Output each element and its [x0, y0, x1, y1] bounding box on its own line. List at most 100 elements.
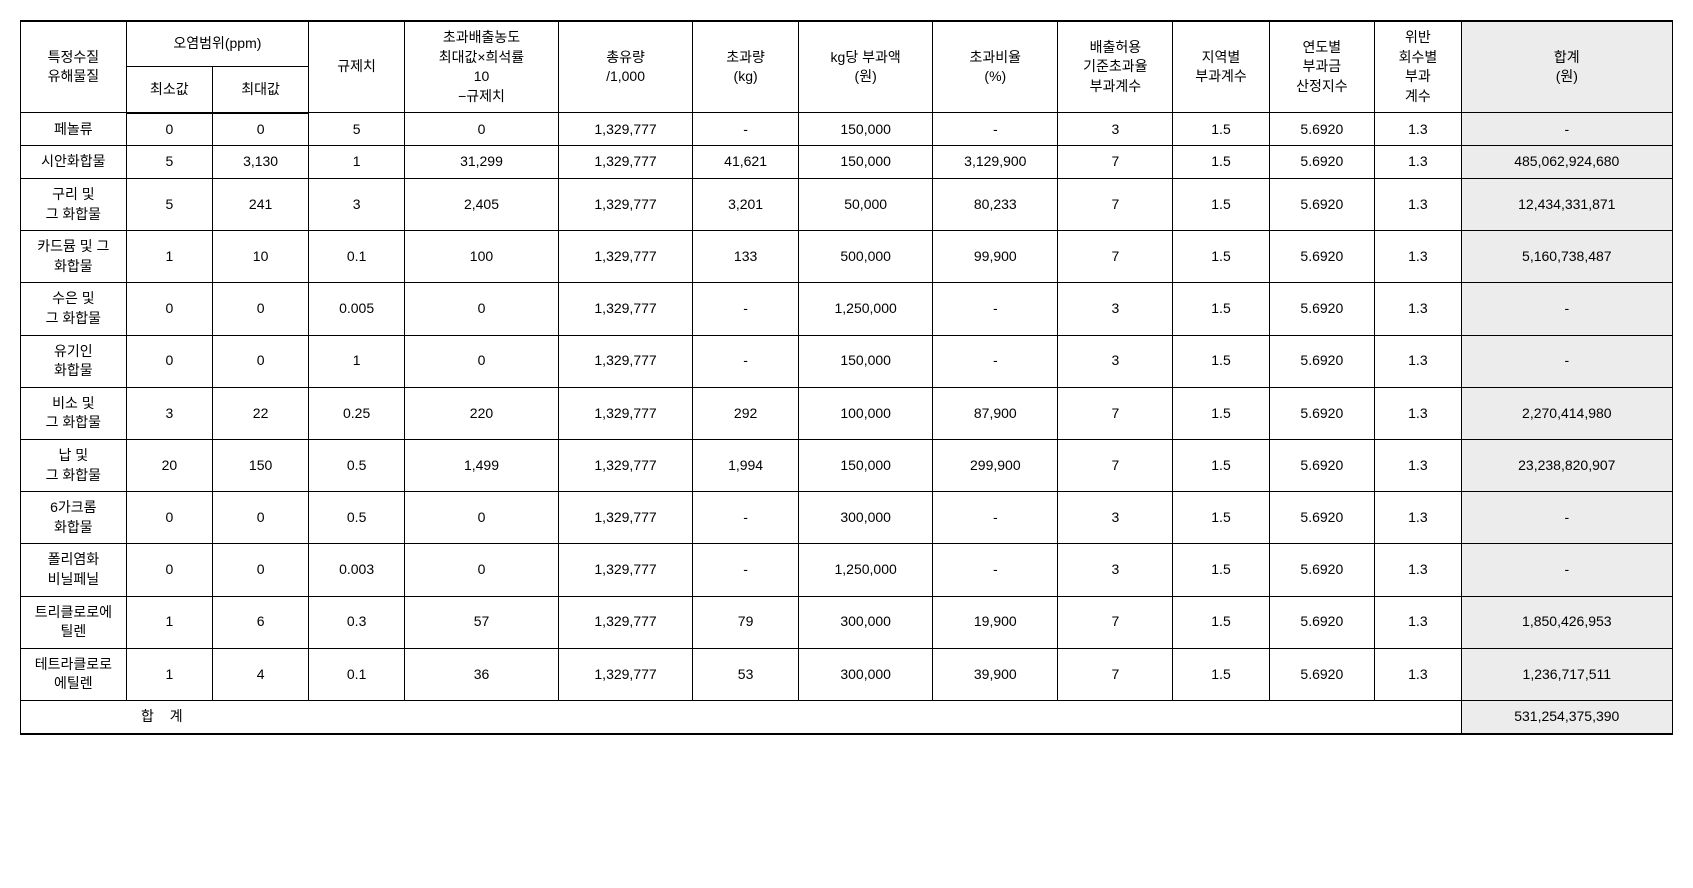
cell-year: 5.6920 [1269, 231, 1375, 283]
table-row: 테트라클로로에틸렌140.1361,329,77753300,00039,900… [21, 648, 1673, 700]
table-row: 유기인화합물00101,329,777-150,000-31.55.69201.… [21, 335, 1673, 387]
cell-total: - [1461, 283, 1672, 335]
cell-substance: 비소 및그 화합물 [21, 387, 127, 439]
cell-max: 0 [213, 283, 309, 335]
cell-region: 1.5 [1173, 113, 1269, 146]
header-per-kg: kg당 부과액(원) [798, 21, 932, 113]
footer-total-value: 531,254,375,390 [1461, 700, 1672, 733]
cell-ratio: - [933, 113, 1058, 146]
cell-over: - [693, 544, 799, 596]
cell-region: 1.5 [1173, 544, 1269, 596]
cell-flow: 1,329,777 [558, 492, 692, 544]
cell-over: 53 [693, 648, 799, 700]
cell-substance: 시안화합물 [21, 146, 127, 179]
table-row: 시안화합물53,130131,2991,329,77741,621150,000… [21, 146, 1673, 179]
cell-over: 41,621 [693, 146, 799, 179]
cell-region: 1.5 [1173, 179, 1269, 231]
table-row: 비소 및그 화합물3220.252201,329,777292100,00087… [21, 387, 1673, 439]
cell-total: 23,238,820,907 [1461, 440, 1672, 492]
cell-ratio: 80,233 [933, 179, 1058, 231]
cell-substance: 카드뮴 및 그화합물 [21, 231, 127, 283]
cell-perkg: 150,000 [798, 113, 932, 146]
cell-flow: 1,329,777 [558, 231, 692, 283]
cell-flow: 1,329,777 [558, 335, 692, 387]
cell-max: 0 [213, 113, 309, 146]
cell-min: 0 [126, 492, 212, 544]
cell-ratio: 87,900 [933, 387, 1058, 439]
cell-perkg: 100,000 [798, 387, 932, 439]
cell-year: 5.6920 [1269, 648, 1375, 700]
cell-perkg: 150,000 [798, 335, 932, 387]
cell-excess: 31,299 [405, 146, 559, 179]
cell-perkg: 1,250,000 [798, 283, 932, 335]
cell-perkg: 150,000 [798, 440, 932, 492]
cell-min: 0 [126, 544, 212, 596]
header-total-flow: 총유량/1,000 [558, 21, 692, 113]
cell-count: 1.3 [1375, 596, 1461, 648]
cell-total: 1,850,426,953 [1461, 596, 1672, 648]
cell-flow: 1,329,777 [558, 440, 692, 492]
cell-count: 1.3 [1375, 440, 1461, 492]
table-row: 카드뮴 및 그화합물1100.11001,329,777133500,00099… [21, 231, 1673, 283]
cell-substance: 테트라클로로에틸렌 [21, 648, 127, 700]
cell-min: 0 [126, 335, 212, 387]
cell-max: 4 [213, 648, 309, 700]
cell-flow: 1,329,777 [558, 179, 692, 231]
cell-factor: 3 [1058, 335, 1173, 387]
header-excess-amount: 초과량(kg) [693, 21, 799, 113]
cell-count: 1.3 [1375, 492, 1461, 544]
header-excess-ratio: 초과비율(%) [933, 21, 1058, 113]
table-row: 구리 및그 화합물524132,4051,329,7773,20150,0008… [21, 179, 1673, 231]
cell-year: 5.6920 [1269, 113, 1375, 146]
cell-excess: 0 [405, 544, 559, 596]
cell-over: - [693, 492, 799, 544]
cell-factor: 7 [1058, 146, 1173, 179]
header-regulation: 규제치 [309, 21, 405, 113]
cell-region: 1.5 [1173, 283, 1269, 335]
cell-substance: 6가크롬화합물 [21, 492, 127, 544]
cell-factor: 7 [1058, 440, 1173, 492]
header-total: 합계(원) [1461, 21, 1672, 113]
table-row: 폴리염화비닐페닐000.00301,329,777-1,250,000-31.5… [21, 544, 1673, 596]
cell-total: - [1461, 544, 1672, 596]
cell-excess: 0 [405, 492, 559, 544]
cell-max: 150 [213, 440, 309, 492]
cell-count: 1.3 [1375, 335, 1461, 387]
cell-substance: 트리클로로에틸렌 [21, 596, 127, 648]
cell-min: 0 [126, 113, 212, 146]
cell-total: - [1461, 492, 1672, 544]
cell-min: 5 [126, 146, 212, 179]
cell-excess: 100 [405, 231, 559, 283]
cell-over: 79 [693, 596, 799, 648]
cell-count: 1.3 [1375, 648, 1461, 700]
cell-reg: 0.1 [309, 648, 405, 700]
cell-reg: 0.3 [309, 596, 405, 648]
cell-reg: 0.005 [309, 283, 405, 335]
cell-min: 1 [126, 596, 212, 648]
cell-year: 5.6920 [1269, 179, 1375, 231]
cell-factor: 3 [1058, 544, 1173, 596]
cell-total: 485,062,924,680 [1461, 146, 1672, 179]
cell-excess: 2,405 [405, 179, 559, 231]
cell-region: 1.5 [1173, 335, 1269, 387]
cell-ratio: 39,900 [933, 648, 1058, 700]
cell-over: 133 [693, 231, 799, 283]
cell-perkg: 50,000 [798, 179, 932, 231]
cell-ratio: 19,900 [933, 596, 1058, 648]
cell-total: - [1461, 335, 1672, 387]
cell-ratio: 3,129,900 [933, 146, 1058, 179]
cell-excess: 57 [405, 596, 559, 648]
cell-total: - [1461, 113, 1672, 146]
cell-count: 1.3 [1375, 387, 1461, 439]
cell-ratio: - [933, 492, 1058, 544]
cell-year: 5.6920 [1269, 387, 1375, 439]
cell-over: - [693, 113, 799, 146]
cell-factor: 7 [1058, 648, 1173, 700]
cell-factor: 7 [1058, 179, 1173, 231]
cell-reg: 5 [309, 113, 405, 146]
table-header: 특정수질유해물질 오염범위(ppm) 규제치 초과배출농도최대값×희석률10−규… [21, 21, 1673, 113]
cell-flow: 1,329,777 [558, 113, 692, 146]
cell-perkg: 150,000 [798, 146, 932, 179]
cell-factor: 7 [1058, 231, 1173, 283]
cell-count: 1.3 [1375, 146, 1461, 179]
